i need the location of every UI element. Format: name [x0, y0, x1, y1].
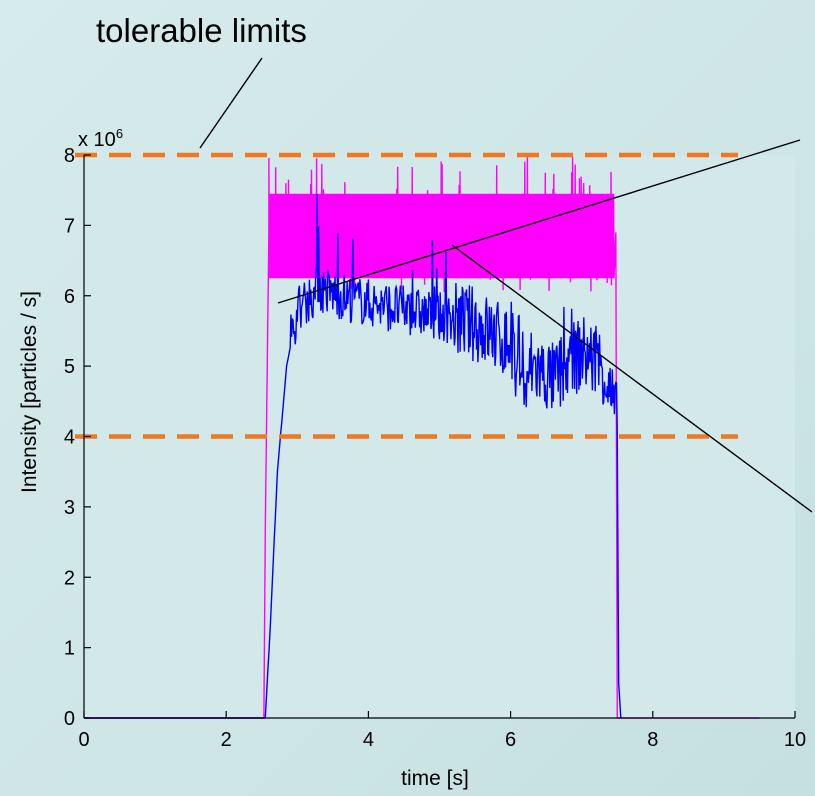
y-tick-label: 2 [64, 567, 75, 589]
y-axis-label: Intensity [particles / s] [18, 291, 41, 493]
x-tick-label: 2 [221, 729, 232, 751]
series-blue-line [84, 194, 622, 719]
x-tick-label: 8 [647, 729, 658, 751]
y-tick-label: 5 [64, 356, 75, 378]
x-tick-label: 0 [78, 729, 89, 751]
zoom-line-lower [451, 244, 813, 513]
y-tick-label: 6 [64, 286, 75, 308]
series-magenta-line [84, 155, 760, 719]
x-tick-label: 6 [505, 729, 516, 751]
y-multiplier-base: x 10 [78, 129, 116, 151]
y-tick-label: 1 [64, 638, 75, 660]
y-tick-label: 0 [64, 708, 75, 730]
tolerable-limits-annotation: tolerable limits [96, 12, 307, 49]
y-tick-label: 7 [64, 215, 75, 237]
y-tick-label: 4 [64, 427, 75, 449]
x-tick-label: 10 [784, 729, 806, 751]
zoom-line-upper [277, 139, 801, 304]
y-multiplier-exponent: 6 [116, 126, 123, 141]
x-axis-label: time [s] [401, 767, 469, 790]
y-tick-label: 3 [64, 497, 75, 519]
y-multiplier: x 106 [78, 126, 123, 151]
annotation-pointer-line [199, 57, 263, 149]
y-tick-label: 8 [64, 145, 75, 167]
x-tick-label: 4 [363, 729, 374, 751]
